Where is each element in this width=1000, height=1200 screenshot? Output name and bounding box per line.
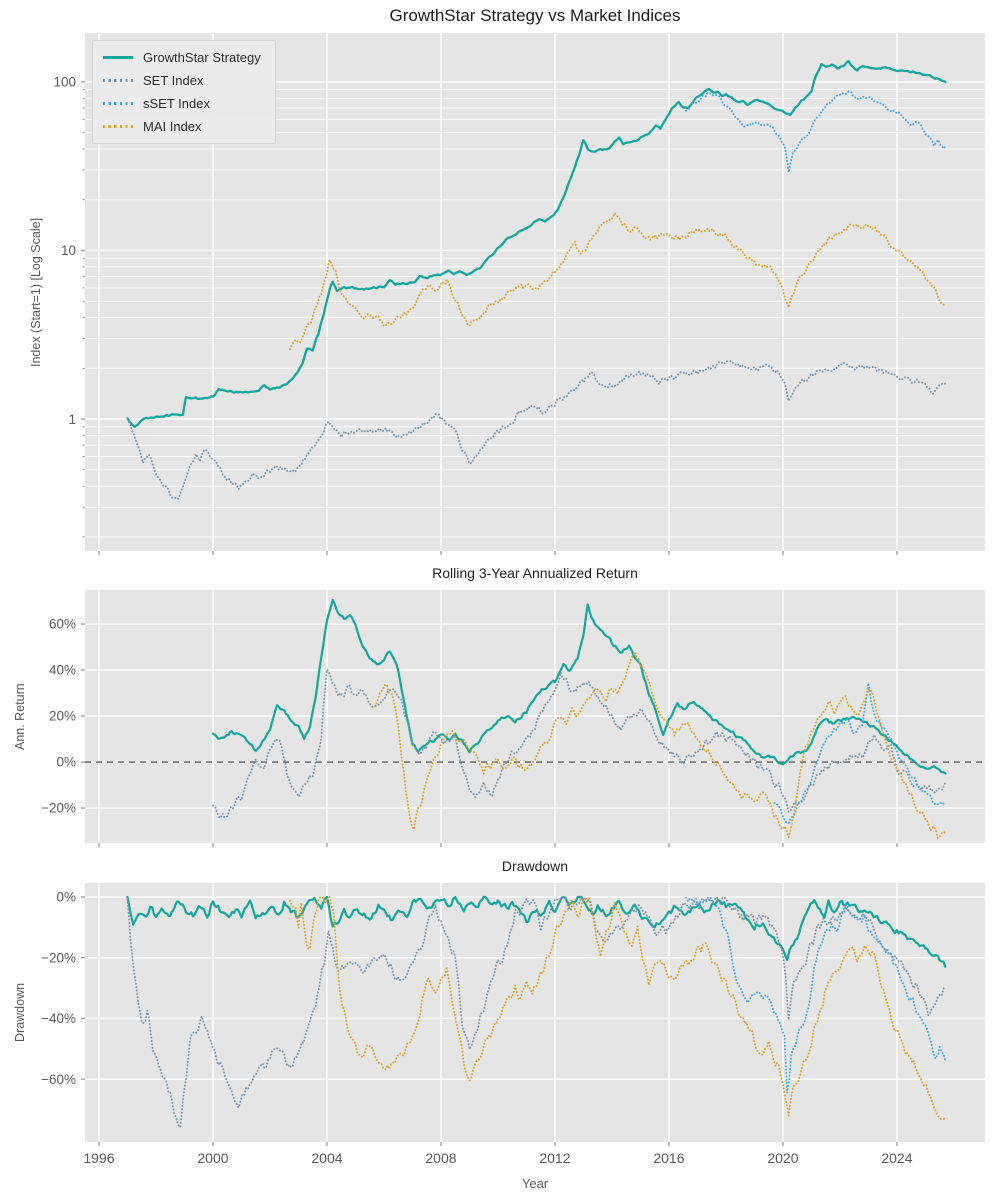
x-tick-label: 2008 xyxy=(425,1150,456,1166)
y-tick-label: 0% xyxy=(56,755,76,770)
legend-item: SET Index xyxy=(103,72,261,89)
y-tick-label: −20% xyxy=(41,950,76,965)
series-mai-index xyxy=(288,896,947,1121)
x-tick-label: 2016 xyxy=(653,1150,684,1166)
y-tick-label: 40% xyxy=(49,663,76,678)
legend-swatch-growthstar xyxy=(103,56,133,59)
y-tick-label: −20% xyxy=(41,801,76,816)
series-sset-index xyxy=(685,896,947,1094)
legend: GrowthStar Strategy SET Index sSET Index… xyxy=(92,40,276,144)
series-set-index xyxy=(212,668,947,819)
series-set-index xyxy=(126,896,947,1129)
series-growthstar-strategy xyxy=(211,598,947,775)
legend-swatch-sset xyxy=(103,102,133,105)
legend-swatch-set xyxy=(103,79,133,82)
legend-item: MAI Index xyxy=(103,118,261,135)
legend-item: sSET Index xyxy=(103,95,261,112)
series-sset-index xyxy=(773,682,947,825)
legend-label: MAI Index xyxy=(143,119,202,134)
y-axis-label-index: Index (Start=1) [Log Scale] xyxy=(29,217,43,367)
x-axis-label: Year xyxy=(521,1176,549,1191)
x-tick-label: 2024 xyxy=(881,1150,912,1166)
y-tick-label: 100 xyxy=(53,75,76,90)
legend-label: SET Index xyxy=(143,73,204,88)
x-tick-label: 2004 xyxy=(311,1150,342,1166)
y-tick-label: 60% xyxy=(49,617,76,632)
series-growthstar-strategy xyxy=(126,59,947,428)
x-tick-label: 2012 xyxy=(539,1150,570,1166)
legend-label: GrowthStar Strategy xyxy=(143,50,261,65)
series-sset-index xyxy=(685,90,947,174)
legend-item: GrowthStar Strategy xyxy=(103,49,261,66)
x-tick-label: 2000 xyxy=(197,1150,228,1166)
figure-title: GrowthStar Strategy vs Market Indices xyxy=(389,6,681,25)
y-tick-label: 0% xyxy=(56,890,76,905)
y-tick-label: −40% xyxy=(41,1011,76,1026)
y-tick-label: 10 xyxy=(61,243,76,258)
y-tick-label: 20% xyxy=(49,709,76,724)
panel-2-title: Rolling 3-Year Annualized Return xyxy=(432,565,638,581)
y-tick-label: 1 xyxy=(68,412,76,427)
x-tick-label: 1996 xyxy=(83,1150,114,1166)
y-tick-label: −60% xyxy=(41,1072,76,1087)
legend-swatch-mai xyxy=(103,125,133,128)
legend-label: sSET Index xyxy=(143,96,210,111)
plot-area xyxy=(85,883,985,1142)
y-axis-label-drawdown: Drawdown xyxy=(13,982,27,1043)
series-growthstar-strategy xyxy=(126,895,947,968)
y-axis-label-return: Ann. Return xyxy=(13,683,27,750)
series-mai-index xyxy=(288,212,947,351)
x-tick-label: 2020 xyxy=(767,1150,798,1166)
panel-2: −20% 0% 20% 40% 60% xyxy=(41,590,985,847)
series-set-index xyxy=(126,359,947,501)
panel-3-title: Drawdown xyxy=(501,858,569,874)
panel-3: 1996 2000 2004 2008 2012 2016 2020 2024 −60% −40%… xyxy=(41,883,985,1166)
